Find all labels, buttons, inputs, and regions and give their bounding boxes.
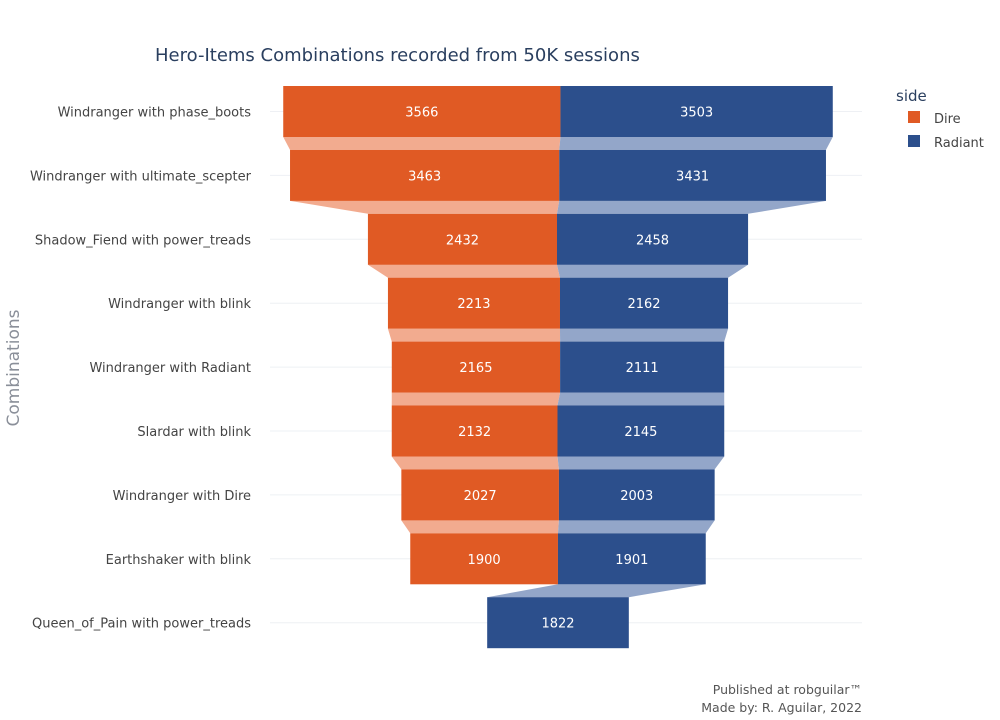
bar-value-labels: 3566 3503 3463 3431 2432 2458 2213 2162 2165 2111…: [405, 106, 713, 632]
connector-dire: [283, 137, 561, 150]
bar-radiant[interactable]: [559, 277, 729, 329]
bar-radiant[interactable]: [557, 405, 725, 457]
connector-radiant: [557, 392, 725, 406]
bar-dire[interactable]: [367, 213, 557, 265]
bar-radiant[interactable]: [560, 341, 725, 393]
legend-label-dire: Dire: [934, 112, 961, 127]
chart-title: Hero-Items Combinations recorded from 50…: [155, 45, 640, 66]
funnel-bars: [283, 86, 833, 649]
connector-dire: [391, 392, 561, 406]
bar-value-dire: 3566: [405, 106, 438, 121]
connector-radiant: [557, 520, 715, 534]
category-label: Earthshaker with blink: [106, 553, 252, 568]
bar-value-dire: 2027: [464, 489, 497, 504]
bar-radiant[interactable]: [557, 533, 706, 585]
bar-value-radiant: 2458: [636, 233, 669, 248]
connector-dire: [290, 200, 560, 214]
category-label: Shadow_Fiend with power_treads: [35, 233, 251, 248]
bar-value-dire: 1900: [468, 553, 501, 568]
funnel-connectors: [283, 137, 833, 598]
bar-value-dire: 3463: [408, 169, 441, 184]
footer-published: Published at robguilar™: [713, 682, 862, 697]
category-label: Windranger with Radiant: [89, 361, 251, 376]
bar-value-dire: 2132: [458, 425, 491, 440]
category-label: Windranger with phase_boots: [58, 106, 252, 121]
bar-value-radiant: 2145: [624, 425, 657, 440]
footer-author: Made by: R. Aguilar, 2022: [701, 700, 862, 715]
bar-dire[interactable]: [283, 86, 561, 137]
bar-value-dire: 2432: [446, 233, 479, 248]
category-label: Queen_of_Pain with power_treads: [32, 617, 251, 632]
bar-radiant[interactable]: [487, 597, 629, 649]
legend-item-dire[interactable]: Dire: [908, 111, 961, 127]
bar-dire[interactable]: [391, 405, 558, 457]
bar-dire[interactable]: [387, 277, 560, 329]
legend-item-radiant[interactable]: Radiant: [908, 135, 984, 151]
bar-dire[interactable]: [391, 341, 561, 393]
connector-radiant: [487, 584, 706, 598]
legend-label-radiant: Radiant: [934, 136, 984, 151]
bar-value-radiant: 2162: [627, 297, 660, 312]
legend: side Dire Radiant: [896, 87, 984, 151]
connector-dire: [401, 520, 559, 534]
bar-radiant[interactable]: [560, 86, 833, 137]
bar-dire[interactable]: [410, 533, 558, 585]
bar-radiant[interactable]: [559, 149, 826, 201]
bar-dire[interactable]: [401, 469, 559, 521]
connector-radiant: [556, 200, 826, 214]
bar-value-radiant: 2111: [626, 361, 659, 376]
connector-dire: [387, 328, 561, 342]
bar-radiant[interactable]: [558, 469, 715, 521]
bar-value-radiant: 1822: [541, 617, 574, 632]
bar-value-radiant: 3503: [680, 106, 713, 121]
bar-radiant[interactable]: [556, 213, 749, 265]
bar-value-dire: 2213: [457, 297, 490, 312]
connector-dire: [391, 456, 559, 470]
connector-radiant: [559, 137, 833, 150]
bar-value-radiant: 1901: [615, 553, 648, 568]
legend-swatch-radiant: [908, 135, 920, 147]
connector-radiant: [556, 264, 749, 278]
bar-value-radiant: 2003: [620, 489, 653, 504]
bar-dire[interactable]: [290, 149, 560, 201]
category-label: Slardar with blink: [137, 425, 251, 440]
bar-value-dire: 2165: [459, 361, 492, 376]
legend-swatch-dire: [908, 111, 920, 123]
category-label: Windranger with Dire: [113, 489, 251, 504]
y-axis-label: Combinations: [4, 309, 24, 426]
legend-title: side: [896, 87, 927, 105]
connector-radiant: [559, 328, 729, 342]
connector-radiant: [557, 456, 725, 470]
bar-value-radiant: 3431: [676, 169, 709, 184]
connector-dire: [367, 264, 560, 278]
category-label: Windranger with ultimate_scepter: [30, 169, 252, 184]
category-label: Windranger with blink: [108, 297, 251, 312]
category-labels: Windranger with phase_boots Windranger wi…: [30, 106, 252, 632]
